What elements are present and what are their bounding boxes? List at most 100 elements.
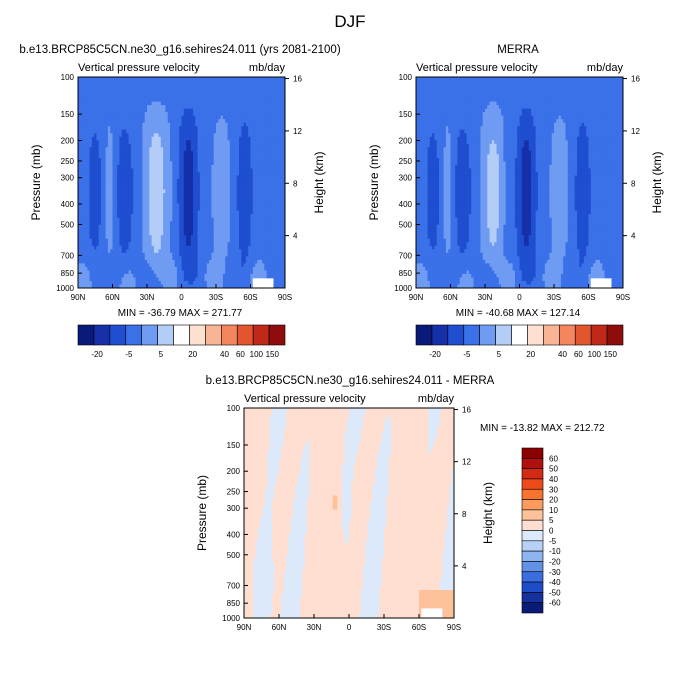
field-cell: [174, 101, 178, 106]
field-cell: [209, 157, 212, 162]
field-cell: [163, 266, 166, 271]
field-cell: [278, 115, 281, 120]
field-cell: [271, 126, 274, 131]
field-cell: [257, 217, 261, 222]
field-cell: [144, 193, 148, 197]
field-cell: [153, 186, 157, 190]
field-cell: [225, 126, 228, 131]
field-cell: [114, 119, 118, 124]
field-cell: [96, 80, 100, 85]
field-cell: [243, 154, 247, 159]
field-cell: [197, 154, 201, 159]
field-cell: [280, 193, 284, 197]
field-cell: [170, 203, 173, 208]
field-cell: [151, 221, 155, 226]
field-cell: [103, 105, 106, 110]
field-cell: [268, 161, 272, 166]
field-cell: [101, 94, 104, 99]
field-cell: [140, 140, 143, 145]
field-cell: [216, 256, 219, 261]
field-cell: [149, 98, 152, 103]
field-cell: [147, 200, 150, 204]
field-cell: [163, 91, 166, 95]
field-cell: [96, 270, 100, 275]
field-cell: [114, 266, 118, 271]
field-cell: [213, 249, 217, 254]
field-cell: [222, 122, 226, 127]
field-cell: [262, 129, 265, 134]
field-cell: [181, 245, 185, 250]
field-cell: [114, 77, 118, 81]
field-cell: [128, 157, 132, 162]
field-cell: [151, 259, 155, 264]
field-cell: [124, 259, 127, 264]
field-cell: [160, 164, 164, 169]
field-cell: [101, 80, 104, 85]
field-cell: [142, 150, 146, 155]
field-cell: [135, 168, 139, 173]
field-cell: [280, 235, 284, 240]
field-cell: [273, 245, 277, 250]
field-cell: [282, 256, 286, 261]
field-cell: [257, 256, 261, 261]
field-cell: [227, 143, 231, 148]
field-cell: [179, 193, 182, 197]
field-cell: [130, 196, 134, 201]
field-cell: [105, 98, 109, 103]
field-cell: [264, 157, 267, 162]
field-cell: [82, 266, 86, 271]
field-cell: [135, 154, 139, 159]
field-cell: [80, 91, 83, 95]
field-cell: [158, 94, 162, 99]
field-cell: [241, 115, 244, 120]
field-cell: [94, 168, 97, 173]
field-cell: [91, 154, 95, 159]
field-cell: [179, 105, 182, 110]
field-cell: [167, 235, 171, 240]
field-cell: [128, 87, 132, 92]
field-cell: [183, 266, 187, 271]
field-cell: [264, 112, 267, 117]
field-cell: [211, 98, 215, 103]
field-cell: [117, 210, 120, 215]
field-cell: [248, 136, 251, 141]
field-cell: [163, 242, 166, 247]
field-cell: [218, 196, 221, 201]
field-cell: [268, 140, 272, 145]
field-cell: [259, 259, 263, 264]
field-cell: [89, 98, 93, 103]
field-cell: [227, 235, 231, 240]
field-cell: [259, 150, 263, 155]
field-cell: [227, 252, 231, 257]
field-cell: [107, 108, 111, 113]
field-cell: [133, 171, 136, 176]
field-cell: [271, 224, 274, 229]
field-cell: [82, 270, 86, 275]
field-cell: [245, 207, 249, 212]
field-cell: [183, 140, 187, 145]
field-cell: [222, 231, 226, 236]
field-cell: [206, 245, 210, 250]
field-cell: [91, 259, 95, 264]
field-cell: [202, 231, 205, 236]
field-cell: [130, 228, 134, 233]
field-cell: [121, 94, 125, 99]
field-cell: [227, 256, 231, 261]
field-cell: [121, 80, 125, 85]
field-cell: [280, 242, 284, 247]
field-cell: [165, 119, 169, 124]
field-cell: [91, 256, 95, 261]
field-cell: [126, 171, 129, 176]
field-cell: [271, 210, 274, 215]
field-cell: [252, 157, 256, 162]
field-cell: [126, 133, 129, 138]
field-cell: [227, 112, 231, 117]
field-cell: [239, 150, 242, 155]
field-cell: [170, 84, 173, 88]
field-cell: [119, 217, 123, 222]
field-cell: [124, 154, 127, 159]
field-cell: [130, 150, 134, 155]
field-cell: [188, 182, 192, 187]
field-cell: [78, 77, 81, 81]
field-cell: [151, 242, 155, 247]
